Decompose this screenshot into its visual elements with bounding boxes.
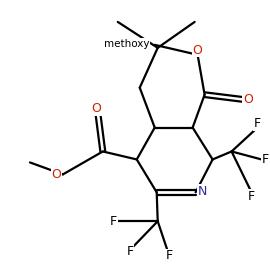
Text: methoxy: methoxy xyxy=(104,39,150,49)
Text: F: F xyxy=(262,153,269,166)
Text: F: F xyxy=(254,117,261,130)
Text: F: F xyxy=(110,215,117,228)
Text: O: O xyxy=(92,102,102,115)
Text: F: F xyxy=(127,244,134,258)
Text: F: F xyxy=(248,190,255,203)
Text: O: O xyxy=(52,168,62,181)
Text: N: N xyxy=(198,185,207,197)
Text: F: F xyxy=(166,249,173,262)
Text: O: O xyxy=(193,44,202,56)
Text: O: O xyxy=(243,93,253,106)
